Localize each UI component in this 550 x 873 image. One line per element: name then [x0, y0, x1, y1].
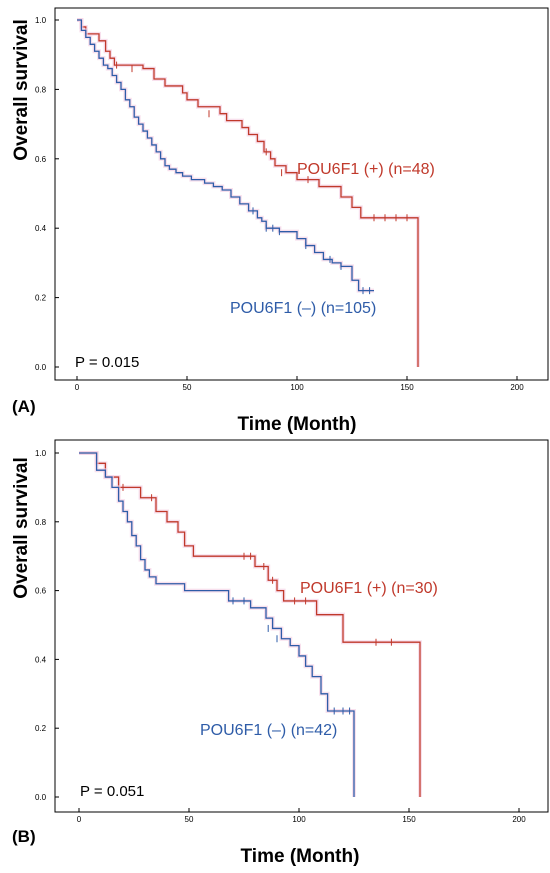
panel-b-xlabel: Time (Month) — [241, 846, 360, 867]
panel-b-ylabel: Overall survival — [11, 457, 32, 599]
y-tick-label: 0.8 — [35, 85, 47, 94]
series-line-positive — [79, 452, 421, 797]
y-tick-label: 0.8 — [35, 518, 47, 527]
panel-b-p-value: P = 0.051 — [80, 783, 144, 800]
panel-a-p-value: P = 0.015 — [75, 354, 139, 371]
plot-frame — [54, 439, 549, 813]
y-tick-label: 0.0 — [35, 793, 47, 802]
panel-a-label: (A) — [12, 397, 36, 416]
panel-a-xlabel: Time (Month) — [238, 414, 357, 435]
panel-b-legend-positive: POU6F1 (+) (n=30) — [300, 580, 438, 597]
series-halo — [79, 451, 356, 797]
panel-b-plot: 0.0 0.2 0.4 0.6 0.8 1.0 0 50 100 150 200 — [35, 439, 549, 824]
x-tick-label: 100 — [292, 815, 306, 824]
panel-a-legend-negative: POU6F1 (–) (n=105) — [230, 300, 376, 317]
x-tick-label: 50 — [183, 383, 192, 392]
y-tick-label: 1.0 — [35, 449, 47, 458]
panel-a: Overall survival 0.0 0.2 0.4 0.6 0.8 1.0 0 50 10… — [11, 7, 549, 435]
y-tick-label: 0.6 — [35, 155, 47, 164]
x-tick-label: 0 — [77, 815, 82, 824]
series-line-positive — [77, 19, 419, 367]
panel-b-label: (B) — [12, 827, 36, 846]
x-tick-label: 150 — [400, 383, 414, 392]
x-tick-label: 150 — [402, 815, 416, 824]
y-tick-label: 1.0 — [35, 16, 47, 25]
series-halo — [77, 18, 374, 293]
y-tick-label: 0.0 — [35, 363, 47, 372]
x-tick-label: 200 — [512, 815, 526, 824]
y-tick-label: 0.2 — [35, 724, 47, 733]
y-tick-label: 0.2 — [35, 294, 47, 303]
x-tick-label: 100 — [290, 383, 304, 392]
series-line-negative — [79, 452, 355, 797]
plot-frame — [54, 7, 549, 381]
panel-a-legend-positive: POU6F1 (+) (n=48) — [297, 161, 435, 178]
x-tick-label: 200 — [510, 383, 524, 392]
y-tick-label: 0.6 — [35, 587, 47, 596]
panel-b: Overall survival 0.0 0.2 0.4 0.6 0.8 1.0 0 50 10… — [11, 439, 549, 867]
y-tick-label: 0.4 — [35, 224, 47, 233]
series-halo — [79, 451, 422, 797]
x-tick-label: 0 — [75, 383, 80, 392]
x-tick-label: 50 — [185, 815, 194, 824]
series-line-negative — [77, 19, 374, 292]
panel-a-ylabel: Overall survival — [11, 19, 32, 161]
y-tick-label: 0.4 — [35, 655, 47, 664]
panel-b-legend-negative: POU6F1 (–) (n=42) — [200, 722, 337, 739]
panel-a-plot: 0.0 0.2 0.4 0.6 0.8 1.0 0 50 100 150 200 — [35, 7, 549, 392]
